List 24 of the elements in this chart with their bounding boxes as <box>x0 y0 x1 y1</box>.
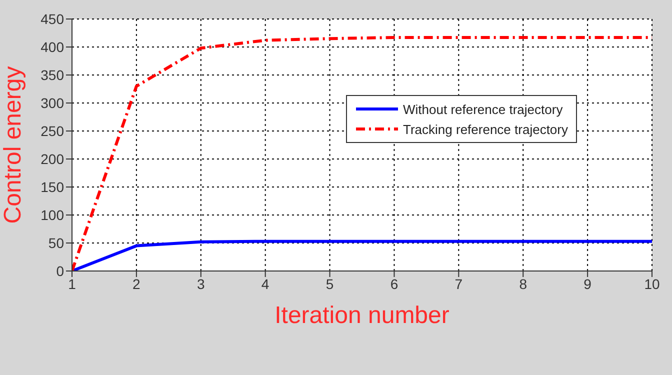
x-tick-label: 6 <box>390 276 398 292</box>
x-axis-title: Iteration number <box>274 302 450 329</box>
y-tick-label: 350 <box>40 66 64 83</box>
y-tick-label: 400 <box>40 38 64 55</box>
y-tick-label: 150 <box>40 178 64 195</box>
y-tick-label: 200 <box>40 150 64 167</box>
x-tick-label: 4 <box>261 276 270 292</box>
x-tick-label: 1 <box>68 276 76 292</box>
legend-label: Tracking reference trajectory <box>403 122 568 136</box>
x-tick-label: 9 <box>584 276 592 292</box>
x-tick-label: 5 <box>326 276 334 292</box>
y-axis-title: Control energy <box>0 66 27 224</box>
y-tick-label: 300 <box>40 94 64 111</box>
y-tick-label: 450 <box>40 10 64 27</box>
y-tick-label: 0 <box>56 262 64 279</box>
x-tick-label: 7 <box>454 276 463 292</box>
y-tick-label: 50 <box>48 234 64 251</box>
x-tick-label: 2 <box>132 276 141 292</box>
x-tick-label: 8 <box>519 276 528 292</box>
y-tick-label: 250 <box>40 122 64 139</box>
x-tick-label: 10 <box>644 276 660 292</box>
x-tick-label: 3 <box>196 276 205 292</box>
y-tick-label: 100 <box>40 206 64 223</box>
legend-label: Without reference trajectory <box>403 102 563 116</box>
